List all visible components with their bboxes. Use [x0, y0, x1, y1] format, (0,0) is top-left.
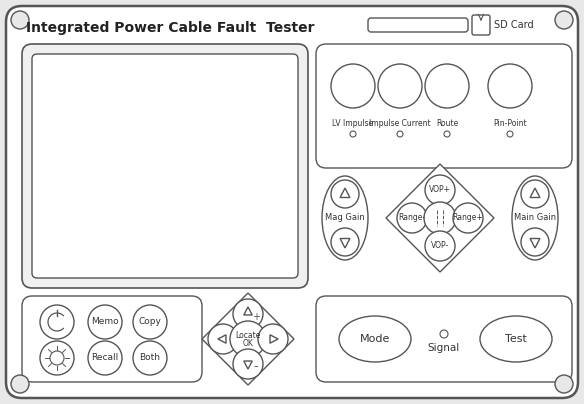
Text: Range-: Range- [398, 213, 426, 223]
Circle shape [88, 341, 122, 375]
Circle shape [425, 175, 455, 205]
Text: LV Impulse: LV Impulse [332, 120, 374, 128]
Circle shape [453, 203, 483, 233]
Text: +: + [252, 312, 260, 322]
Circle shape [233, 299, 263, 329]
Circle shape [230, 321, 266, 357]
FancyBboxPatch shape [316, 296, 572, 382]
Ellipse shape [339, 316, 411, 362]
FancyBboxPatch shape [368, 18, 468, 32]
Text: Copy: Copy [138, 318, 161, 326]
Text: Signal: Signal [428, 343, 460, 353]
Circle shape [521, 228, 549, 256]
Text: OK: OK [242, 339, 253, 349]
Circle shape [11, 375, 29, 393]
Text: Main Gain: Main Gain [514, 213, 556, 223]
Circle shape [331, 228, 359, 256]
FancyBboxPatch shape [32, 54, 298, 278]
FancyBboxPatch shape [6, 6, 578, 398]
Circle shape [507, 131, 513, 137]
Circle shape [397, 203, 427, 233]
Text: -: - [254, 360, 258, 374]
Circle shape [555, 375, 573, 393]
Circle shape [521, 180, 549, 208]
Text: SD Card: SD Card [494, 20, 534, 30]
Circle shape [444, 131, 450, 137]
Circle shape [258, 324, 288, 354]
Polygon shape [386, 164, 494, 272]
Circle shape [378, 64, 422, 108]
Circle shape [350, 131, 356, 137]
Circle shape [233, 349, 263, 379]
Text: Impulse Current: Impulse Current [369, 120, 431, 128]
Circle shape [50, 351, 64, 365]
Circle shape [488, 64, 532, 108]
Circle shape [11, 11, 29, 29]
Circle shape [331, 64, 375, 108]
Circle shape [440, 330, 448, 338]
Circle shape [208, 324, 238, 354]
FancyBboxPatch shape [22, 296, 202, 382]
Text: Range+: Range+ [453, 213, 484, 223]
Text: Test: Test [505, 334, 527, 344]
FancyBboxPatch shape [22, 44, 308, 288]
Circle shape [133, 305, 167, 339]
Circle shape [133, 341, 167, 375]
Circle shape [425, 64, 469, 108]
Circle shape [88, 305, 122, 339]
Text: Memo: Memo [91, 318, 119, 326]
FancyBboxPatch shape [472, 15, 490, 35]
Text: Integrated Power Cable Fault  Tester: Integrated Power Cable Fault Tester [26, 21, 314, 35]
Text: VOP-: VOP- [431, 242, 449, 250]
Text: Locate: Locate [235, 332, 260, 341]
Text: Route: Route [436, 120, 458, 128]
Circle shape [424, 202, 456, 234]
Circle shape [397, 131, 403, 137]
Circle shape [425, 231, 455, 261]
Circle shape [331, 180, 359, 208]
Text: Mag Gain: Mag Gain [325, 213, 365, 223]
FancyBboxPatch shape [316, 44, 572, 168]
Ellipse shape [480, 316, 552, 362]
Text: Both: Both [140, 354, 161, 362]
Polygon shape [202, 293, 294, 385]
Ellipse shape [512, 176, 558, 260]
Ellipse shape [322, 176, 368, 260]
Text: Recall: Recall [91, 354, 119, 362]
Circle shape [40, 341, 74, 375]
Text: Pin-Point: Pin-Point [493, 120, 527, 128]
Text: Mode: Mode [360, 334, 390, 344]
Circle shape [555, 11, 573, 29]
Circle shape [40, 305, 74, 339]
Text: VOP+: VOP+ [429, 185, 451, 194]
